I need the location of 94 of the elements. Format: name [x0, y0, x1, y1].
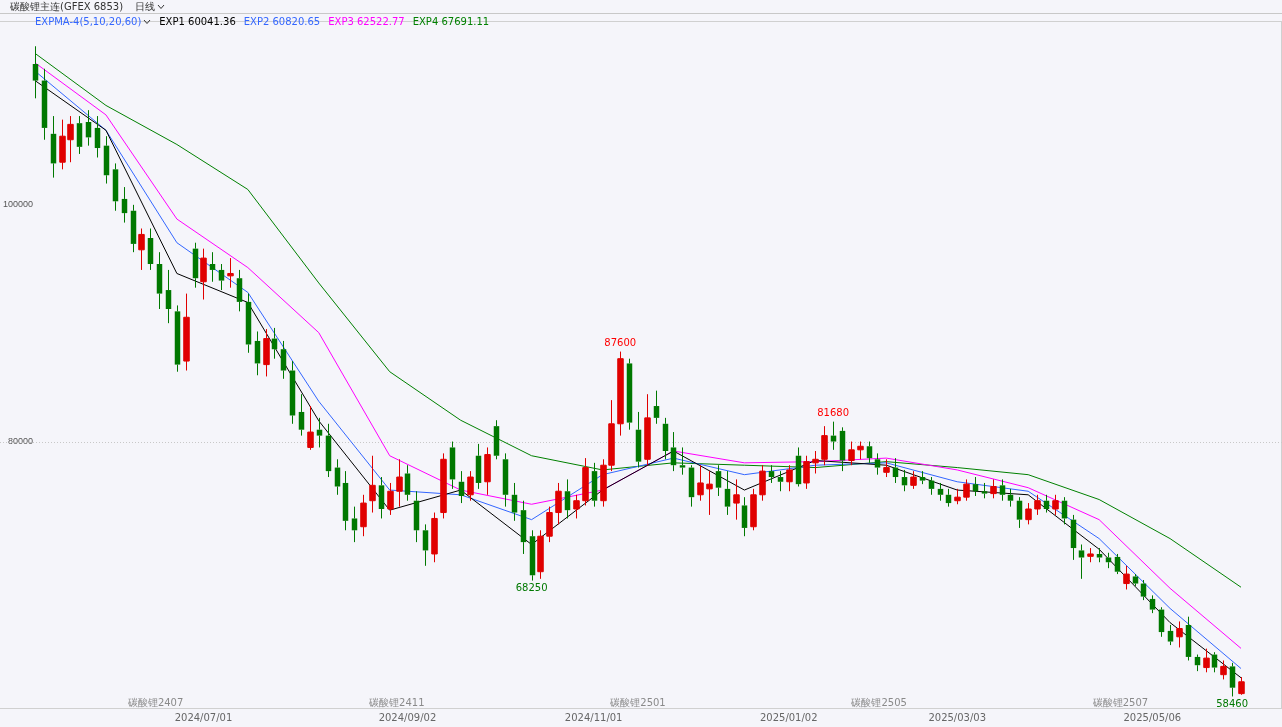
x-tick-label: 2025/05/06 [1123, 711, 1182, 723]
candlestick [236, 269, 243, 312]
candlestick [1149, 594, 1156, 614]
candlestick [883, 458, 890, 478]
candlestick [564, 478, 571, 519]
annotation: 碳酸锂2505 [850, 696, 907, 708]
annotation: 81680 [817, 407, 849, 419]
candlestick [670, 431, 677, 472]
candlestick [112, 162, 119, 212]
candlestick [1140, 579, 1147, 601]
x-tick-label: 2025/01/02 [759, 711, 818, 723]
candlestick [662, 417, 669, 460]
candlestick [218, 263, 225, 291]
x-tick-label: 2024/09/02 [378, 711, 437, 723]
candlestick [298, 393, 305, 437]
candlestick [830, 421, 837, 451]
candlestick [821, 425, 828, 466]
candlestick [475, 443, 482, 490]
candlestick [653, 390, 660, 425]
candlestick [147, 228, 154, 271]
annotation: 碳酸锂2501 [609, 696, 666, 708]
candlestick [342, 470, 349, 531]
candlestick [121, 186, 128, 224]
candlestick [1167, 624, 1174, 646]
candlestick [1070, 514, 1077, 561]
candlestick [635, 411, 642, 469]
candlestick [919, 470, 926, 485]
candlestick [76, 115, 83, 155]
candlestick [130, 204, 137, 253]
candlestick [591, 462, 598, 508]
y-tick-label: 100000 [2, 199, 33, 210]
candlestick [165, 269, 172, 324]
candlestick [937, 482, 944, 502]
candlestick [378, 476, 385, 519]
candlestick [209, 251, 216, 283]
text: EXP3 62522.77 [328, 16, 405, 27]
x-tick-label: 2024/07/01 [174, 711, 233, 723]
candlestick [999, 478, 1006, 502]
candlestick [777, 470, 784, 492]
candlestick [1016, 496, 1023, 529]
candlestick [94, 115, 101, 158]
candlestick [449, 441, 456, 490]
candlestick [733, 478, 740, 521]
candlestick [520, 500, 527, 555]
candlestick [316, 417, 323, 448]
annotation: 58460 [1216, 698, 1249, 710]
candlestick [280, 340, 287, 380]
y-tick-label: 80000 [7, 436, 33, 447]
chart-title: 碳酸锂主连(GFEX 6853) [10, 1, 124, 12]
candlestick [174, 304, 181, 373]
candlestick [768, 464, 775, 484]
candlestick [724, 470, 731, 516]
candlestick [529, 529, 536, 582]
annotation: 碳酸锂2411 [368, 696, 425, 708]
candlestick [334, 458, 341, 496]
candlestick [511, 482, 518, 522]
legend-title: EXPMA-4(5,10,20,60) [35, 16, 142, 27]
candlestick [325, 423, 332, 478]
candlestick [715, 464, 722, 497]
candlestick [1185, 616, 1192, 661]
candlestick [156, 251, 163, 310]
annotation: 碳酸锂2507 [1091, 696, 1149, 708]
candlestick [458, 470, 465, 504]
candlestick [741, 496, 748, 537]
annotation: 碳酸锂2407 [126, 696, 184, 708]
candlestick [874, 452, 881, 476]
candlestick [404, 464, 411, 502]
x-tick-label: 2025/03/03 [928, 711, 987, 723]
text: EXP2 60820.65 [243, 16, 321, 27]
x-tick-label: 2024/11/01 [564, 711, 623, 723]
annotation: 68250 [515, 582, 548, 594]
candlestick [795, 446, 802, 488]
text: EXP1 60041.36 [159, 16, 236, 27]
candlestick [1114, 553, 1121, 575]
candlestick [1211, 651, 1218, 673]
candlestick [972, 476, 979, 497]
candlestick [351, 506, 358, 543]
candlestick [493, 419, 500, 460]
candlestick [245, 293, 252, 354]
candlestick [1007, 488, 1014, 508]
candlestick [626, 358, 633, 431]
chart-subtitle: 日线 [135, 1, 156, 12]
candlestick [1078, 544, 1085, 580]
candlestick [41, 68, 48, 141]
candlestick [644, 393, 651, 466]
candlestick [1229, 662, 1236, 697]
text: EXP4 67691.11 [412, 16, 490, 27]
candlestick [679, 446, 686, 476]
candlestick [866, 441, 873, 464]
candlestick [981, 482, 988, 499]
candlestick [502, 452, 509, 508]
candlestick [1096, 547, 1103, 563]
annotation: 87600 [604, 337, 637, 349]
candlestick [422, 523, 429, 567]
